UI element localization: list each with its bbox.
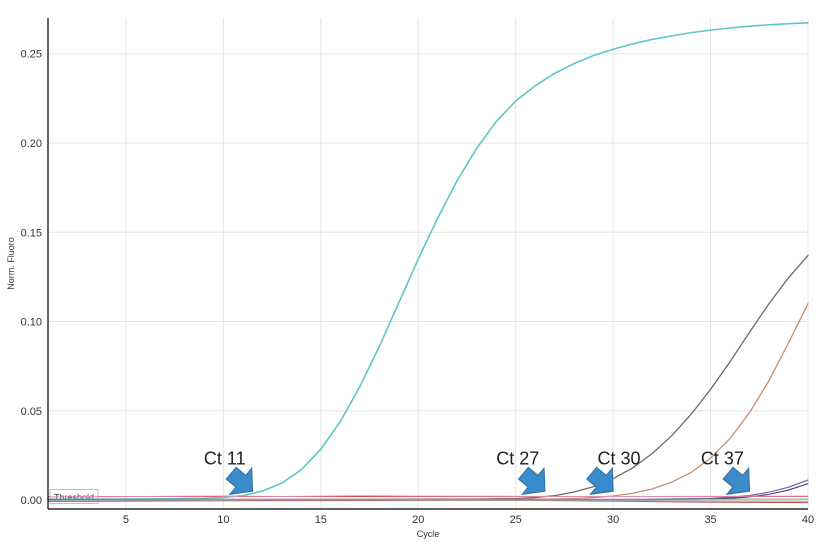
x-axis-label: Cycle (417, 529, 440, 539)
x-tick-label: 40 (802, 514, 814, 526)
annotation-label: Ct 11 (204, 448, 246, 468)
chart-container: Threshold5101520253035400.000.050.100.15… (0, 0, 820, 545)
annotation-label: Ct 30 (598, 448, 641, 468)
x-tick-label: 5 (123, 514, 129, 526)
y-tick-label: 0.25 (21, 49, 42, 61)
y-tick-label: 0.10 (21, 317, 42, 329)
plot-area (48, 18, 808, 509)
y-tick-label: 0.00 (21, 495, 42, 507)
y-tick-label: 0.05 (21, 406, 42, 418)
x-tick-label: 15 (315, 514, 327, 526)
x-tick-label: 10 (217, 514, 229, 526)
annotation-label: Ct 37 (701, 448, 744, 468)
annotation-label: Ct 27 (496, 448, 539, 468)
y-axis-label: Norm. Fluoro (6, 237, 16, 290)
x-tick-label: 35 (704, 514, 716, 526)
x-tick-label: 25 (510, 514, 522, 526)
amplification-chart: Threshold5101520253035400.000.050.100.15… (0, 0, 820, 545)
y-tick-label: 0.15 (21, 227, 42, 239)
x-tick-label: 20 (412, 514, 424, 526)
x-tick-label: 30 (607, 514, 619, 526)
y-tick-label: 0.20 (21, 138, 42, 150)
